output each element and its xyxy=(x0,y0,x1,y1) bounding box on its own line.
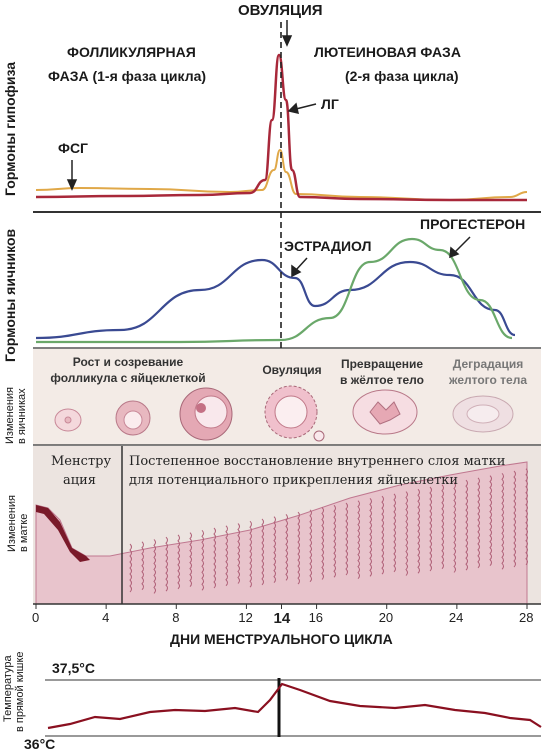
x-tick-label: 20 xyxy=(378,610,394,625)
ovary-axis-label-1: Изменения xyxy=(4,387,16,444)
x-axis-tick-marks xyxy=(35,604,528,609)
x-axis-title: ДНИ МЕНСТРУАЛЬНОГО ЦИКЛА xyxy=(170,631,393,647)
ovary-stage-growth: Рост и созревание фолликула с яйцеклетко… xyxy=(38,354,218,386)
restoration-label-2: для потенциального прикрепления яйцеклет… xyxy=(129,473,459,488)
temp-high-label: 37,5°C xyxy=(52,660,95,676)
uterus-gland xyxy=(225,525,228,587)
uterus-gland xyxy=(489,475,492,566)
uterus-gland xyxy=(177,534,180,590)
temp-low-label: 36°C xyxy=(24,736,56,752)
menstrual-tissue xyxy=(36,505,90,562)
x-tick-label: 14 xyxy=(273,610,291,627)
uterus-gland xyxy=(213,527,216,589)
uterus-gland xyxy=(429,486,432,572)
degrading-corpus-luteum xyxy=(452,395,514,433)
uterus-gland xyxy=(309,509,312,583)
uterus-gland xyxy=(525,468,528,566)
ovary-stage-degradation: Деградация желтого тела xyxy=(436,356,540,388)
temperature-curve xyxy=(47,682,542,730)
uterus-gland xyxy=(477,477,480,569)
x-tick-label: 28 xyxy=(519,610,534,625)
ovary-stage-ovulation-l1: Овуляция xyxy=(262,363,322,377)
follicle-small xyxy=(54,408,82,432)
uterus-axis-label-1: Изменения xyxy=(6,495,18,552)
uterus-gland xyxy=(189,532,192,587)
estradiol-arrow xyxy=(291,257,308,278)
uterus-gland xyxy=(453,482,456,573)
fsh-label: ФСГ xyxy=(58,140,88,156)
ovary-stage-transformation: Превращение в жёлтое тело xyxy=(332,356,432,388)
follicular-phase-sub: ФАЗА (1-я фаза цикла) xyxy=(48,68,207,84)
uterus-gland xyxy=(513,470,516,568)
uterus-gland xyxy=(165,536,168,592)
estradiol-curve xyxy=(35,258,516,340)
ovarian-axis-label: Гормоны яичников xyxy=(2,228,18,362)
uterus-gland xyxy=(441,484,444,570)
uterus-glands xyxy=(129,468,528,594)
follicle-mature xyxy=(179,387,233,441)
ovary-stage-ovulation: Овуляция xyxy=(252,362,332,378)
estradiol-label: ЭСТРАДИОЛ xyxy=(284,238,372,254)
follicular-phase-label: ФОЛЛИКУЛЯРНАЯ xyxy=(67,44,196,60)
uterus-gland xyxy=(381,495,384,575)
ovary-stage-degradation-l2: желтого тела xyxy=(448,373,528,387)
pituitary-axis-label: Гормоны гипофиза xyxy=(2,61,18,196)
uterus-gland xyxy=(153,539,156,594)
uterus-gland xyxy=(129,543,132,593)
restoration-label-1: Постепенное восстановление внутреннего с… xyxy=(129,454,506,469)
x-tick-label: 24 xyxy=(448,610,464,625)
ovulation-arrow xyxy=(281,20,293,47)
uterus-gland xyxy=(501,472,504,570)
uterus-gland xyxy=(465,479,468,571)
temp-axis-label-1: Температура xyxy=(2,655,14,722)
lh-curve xyxy=(35,53,527,202)
progesterone-arrow xyxy=(449,236,471,259)
luteal-phase-label: ЛЮТЕИНОВАЯ ФАЗА xyxy=(314,44,461,60)
ovary-stage-growth-l1: Рост и созревание xyxy=(72,355,184,369)
ovary-stage-transformation-l2: в жёлтое тело xyxy=(340,373,424,387)
ovulating-follicle xyxy=(264,385,325,442)
uterus-gland xyxy=(297,511,300,585)
luteal-phase-sub: (2-я фаза цикла) xyxy=(345,68,459,84)
menstruation-label-2: ация xyxy=(63,473,96,488)
uterus-gland xyxy=(405,491,408,576)
uterus-gland xyxy=(237,523,240,584)
ovary-stage-transformation-l1: Превращение xyxy=(340,357,424,371)
ovary-stage-degradation-l1: Деградация xyxy=(452,357,524,371)
uterus-gland xyxy=(285,514,288,581)
uterus-gland xyxy=(345,502,348,576)
lh-label: ЛГ xyxy=(321,96,339,112)
ovary-axis-label-2: в яичниках xyxy=(16,388,28,444)
x-tick-label: 16 xyxy=(308,610,324,625)
temp-axis-label-2: в прямой кишке xyxy=(14,651,26,732)
x-tick-label: 4 xyxy=(102,610,110,625)
x-tick-label: 12 xyxy=(238,610,253,625)
uterus-gland xyxy=(249,520,252,588)
follicle-medium xyxy=(115,400,151,436)
x-tick-label: 0 xyxy=(32,610,40,625)
ovary-stage-growth-l2: фолликула с яйцеклеткой xyxy=(50,371,206,385)
uterus-gland xyxy=(273,516,276,583)
ovulation-top-label: ОВУЛЯЦИЯ xyxy=(238,2,323,19)
uterus-gland xyxy=(417,488,420,574)
uterus-gland xyxy=(201,529,204,591)
uterus-gland xyxy=(321,507,324,580)
uterus-axis-label-2: в матке xyxy=(18,513,30,552)
progesterone-label: ПРОГЕСТЕРОН xyxy=(420,216,526,232)
fsh-arrow xyxy=(66,160,78,191)
corpus-luteum xyxy=(352,389,418,435)
uterus-gland xyxy=(369,498,372,577)
menstruation-label-1: Менстру xyxy=(51,454,112,469)
progesterone-curve xyxy=(35,237,513,344)
x-tick-label: 8 xyxy=(172,610,180,625)
uterus-gland xyxy=(357,500,360,580)
uterus-gland xyxy=(141,541,144,591)
lh-arrow xyxy=(287,102,317,114)
uterus-gland xyxy=(333,504,336,578)
uterus-gland xyxy=(393,493,396,573)
uterus-gland xyxy=(261,518,264,586)
